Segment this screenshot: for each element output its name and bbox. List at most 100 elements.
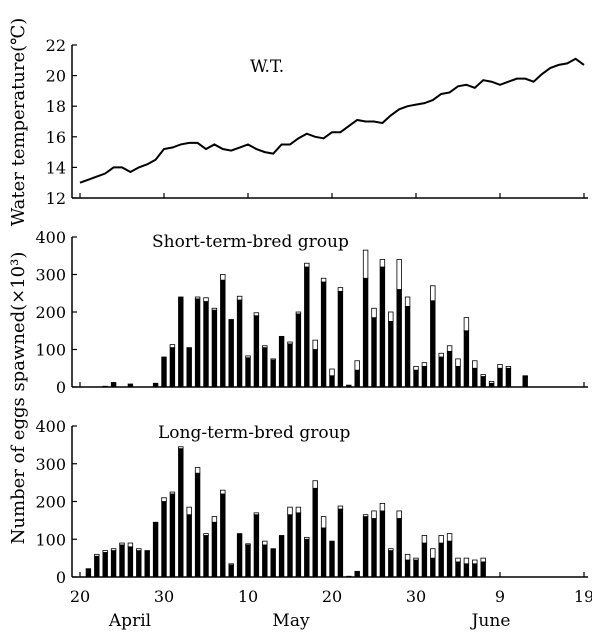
bar-open [379,259,386,268]
bar-open [211,307,218,311]
bar-filled [329,375,335,388]
bar-open [388,311,394,322]
bar-filled [371,317,377,388]
bar-open [220,274,226,281]
y-tick-label: 0 [56,568,66,587]
bar-filled [337,508,344,578]
bar-filled [127,383,134,388]
x-tick-label: 19 [574,587,592,606]
x-tick-label: 30 [154,587,174,606]
bar-filled [203,535,209,578]
bar-open [396,510,402,519]
bar-filled [396,289,402,388]
short-panel-title: Short-term-bred group [152,232,349,252]
bar-filled [262,544,268,578]
bar-filled [152,521,159,578]
bar-filled [505,367,512,388]
bar-filled [362,277,369,388]
bar-filled [278,535,285,578]
bar-open [186,506,192,516]
bar-filled [472,367,478,388]
bar-filled [270,359,276,388]
bar-open [253,512,260,516]
bar-filled [404,305,411,388]
bar-filled [253,514,260,578]
y-tick-label: 300 [35,266,66,285]
bar-open [455,358,461,367]
bar-open [472,559,478,565]
y-tick-label: 16 [46,128,66,147]
y-axis-label-bottom: Number of eggs spawned(×10³) [8,252,29,545]
bar-open [455,557,461,563]
bar-open [430,285,436,302]
bar-open [480,557,486,563]
bar-filled [430,557,436,578]
bar-open [362,514,369,518]
bar-open [488,380,495,384]
bar-filled [211,309,218,388]
bar-filled [438,356,444,388]
bar-filled [362,516,369,578]
bar-open [472,360,478,369]
bar-filled [228,564,234,578]
bar-open [362,249,369,279]
bar-filled [404,559,411,578]
bar-open [480,374,486,377]
bar-filled [178,296,184,388]
bar-open [295,506,302,514]
bar-open [295,311,302,315]
bar-open [320,277,327,283]
bar-filled [161,356,167,388]
bar-open [312,480,318,489]
bar-filled [228,319,234,388]
y-tick-label: 12 [46,189,66,208]
bar-filled [110,550,117,578]
bar-open [203,297,209,302]
bar-filled [169,347,176,388]
y-tick-label: 22 [46,36,66,55]
bar-filled [379,266,386,388]
bar-filled [220,279,226,388]
y-tick-label: 20 [46,67,66,86]
long-panel-title: Long-term-bred group [158,423,351,443]
y-tick-label: 300 [35,455,66,474]
bar-open [404,296,411,307]
bar-open [245,355,251,359]
y-tick-label: 200 [35,493,66,512]
short-term-bred-panel: 0 100 200 300 400 Short-term-bred group [35,228,588,397]
bar-open [505,365,512,369]
bar-filled [194,298,201,388]
bar-filled [522,376,528,388]
bar-filled [329,540,335,578]
month-label-may: May [272,611,310,631]
bar-filled [396,518,402,578]
month-label-june: June [470,611,511,631]
bar-open [337,505,344,510]
bar-open [438,535,444,544]
y-tick-label: 200 [35,303,66,322]
bar-filled [438,542,444,578]
y-tick-label: 14 [46,158,66,177]
bar-filled [85,568,92,578]
bar-filled [312,349,318,388]
bar-filled [312,487,318,578]
bar-open [194,467,201,474]
bar-filled [278,335,285,388]
bar-open [161,497,167,502]
bar-filled [320,281,327,388]
bar-filled [455,561,461,578]
bar-open [354,360,360,371]
bar-filled [270,548,276,578]
bar-filled [304,266,310,388]
bar-filled [110,382,117,388]
bar-filled [446,540,453,578]
bar-filled [169,493,176,578]
bar-filled [304,538,310,578]
bar-filled [144,550,150,578]
y-tick-label: 18 [46,97,66,116]
bar-open [236,295,243,301]
bar-filled [127,546,134,578]
bar-filled [102,385,108,388]
water-temperature-panel: 12 14 16 18 20 22 W.T. [46,36,588,208]
